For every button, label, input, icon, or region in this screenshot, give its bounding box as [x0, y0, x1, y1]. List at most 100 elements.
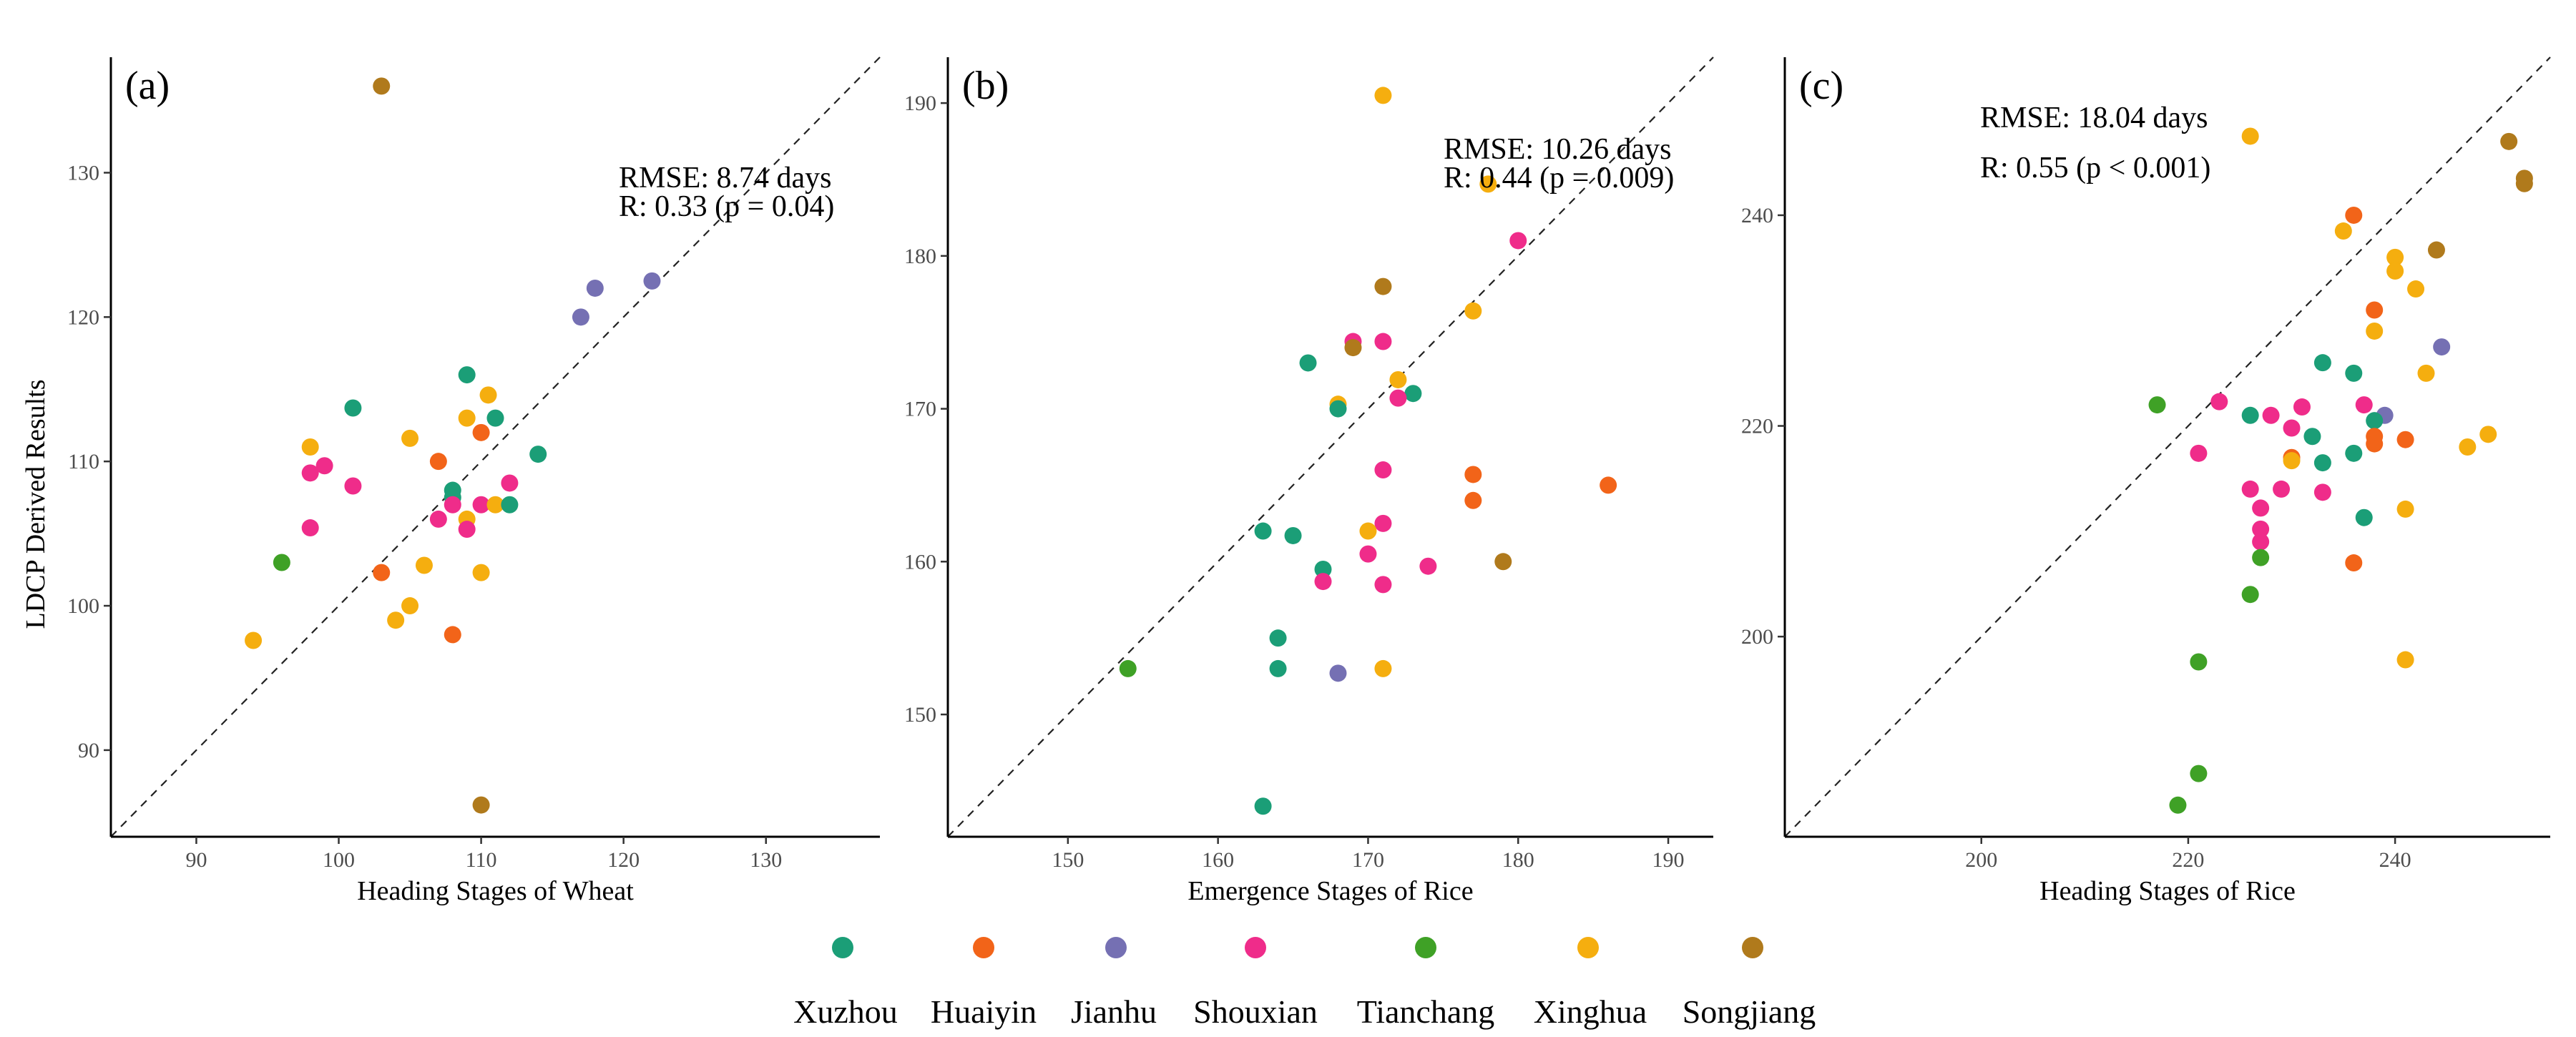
data-point-xinghua: [479, 386, 497, 404]
x-tick-label: 160: [1202, 848, 1234, 872]
reference-line: [110, 56, 881, 837]
data-point-xinghua: [2479, 426, 2497, 443]
data-point-xinghua: [1464, 302, 1482, 320]
data-point-xinghua: [2417, 364, 2435, 382]
data-point-xinghua: [1389, 370, 1407, 388]
y-tick-label: 180: [904, 245, 936, 268]
data-point-xinghua: [2396, 500, 2414, 518]
data-point-huaiyin: [429, 453, 447, 471]
data-point-huaiyin: [373, 564, 391, 581]
panel-label: (a): [125, 64, 170, 108]
data-point-songjiang: [1374, 277, 1392, 295]
legend-swatch-huaiyin: [973, 937, 994, 958]
data-point-shouxian: [2252, 499, 2270, 517]
data-point-tianchang: [273, 554, 290, 571]
data-point-huaiyin: [1600, 476, 1617, 494]
data-point-shouxian: [1374, 333, 1392, 350]
data-point-xinghua: [401, 597, 419, 615]
data-point-xuzhou: [1284, 526, 1302, 544]
data-point-xuzhou: [1269, 629, 1287, 647]
data-point-songjiang: [1494, 553, 1512, 571]
data-point-songjiang: [472, 796, 490, 814]
panel-2: 150 160 170 180 190 150 160 170 180 190 Emergence …: [904, 56, 1714, 906]
r-label: R: 0.44 (p = 0.009): [1444, 162, 1674, 195]
data-point-jianhu: [572, 308, 589, 326]
data-point-jianhu: [643, 272, 661, 290]
x-tick-label: 100: [323, 848, 355, 872]
legend-swatch-songjiang: [1742, 937, 1763, 958]
rmse-label: RMSE: 18.04 days: [1980, 102, 2208, 134]
shared-y-axis-title: LDCP Derived Results: [21, 379, 51, 629]
r-label: R: 0.55 (p < 0.001): [1980, 152, 2210, 185]
data-point-shouxian: [1374, 461, 1392, 479]
panel-label: (b): [962, 64, 1009, 108]
data-point-tianchang: [2241, 586, 2259, 604]
y-tick-label: 130: [67, 161, 99, 185]
data-point-songjiang: [2427, 241, 2445, 259]
data-point-jianhu: [1329, 664, 1347, 682]
legend-swatch-xinghua: [1577, 937, 1599, 958]
data-point-shouxian: [315, 457, 333, 475]
data-point-xinghua: [2366, 322, 2384, 340]
data-point-xinghua: [2334, 222, 2352, 240]
x-axis-title: Heading Stages of Wheat: [357, 876, 634, 906]
data-point-shouxian: [2241, 480, 2259, 498]
y-tick-label: 120: [67, 305, 99, 329]
legend: Xuzhou Huaiyin Jianhu Shouxian Tianchang Xing…: [793, 937, 1816, 1030]
data-point-songjiang: [2515, 175, 2533, 192]
legend-swatch-shouxian: [1245, 937, 1266, 958]
x-tick-label: 180: [1502, 848, 1534, 872]
data-point-shouxian: [301, 464, 319, 482]
data-point-xinghua: [387, 611, 405, 629]
data-point-shouxian: [2355, 396, 2373, 414]
data-point-shouxian: [1359, 545, 1377, 563]
legend-swatch-xuzhou: [832, 937, 853, 958]
data-point-shouxian: [2273, 480, 2291, 498]
data-point-xuzhou: [2313, 354, 2331, 372]
x-axis-title: Heading Stages of Rice: [2039, 876, 2296, 906]
data-point-xinghua: [2283, 452, 2301, 470]
y-tick-label: 110: [68, 450, 99, 473]
x-tick-label: 150: [1052, 848, 1084, 872]
data-point-xinghua: [1374, 87, 1392, 104]
rmse-label: RMSE: 10.26 days: [1444, 133, 1672, 166]
y-tick-label: 240: [1741, 204, 1773, 227]
data-point-xinghua: [2386, 248, 2404, 266]
x-tick-label: 200: [1965, 848, 1997, 872]
x-tick-label: 90: [185, 848, 207, 872]
data-point-xuzhou: [529, 446, 547, 463]
data-point-shouxian: [444, 496, 461, 513]
data-point-huaiyin: [1464, 466, 1482, 483]
panels: 90 100 110 120 130 90 100 110 120 130 Heading Stag…: [67, 56, 2551, 906]
y-tick-label: 100: [67, 594, 99, 618]
data-point-xinghua: [415, 556, 433, 574]
y-tick-label: 190: [904, 92, 936, 115]
x-tick-label: 190: [1652, 848, 1685, 872]
y-tick-label: 200: [1741, 625, 1773, 649]
y-tick-label: 90: [78, 739, 99, 762]
data-point-xuzhou: [2345, 364, 2363, 382]
data-point-tianchang: [2190, 653, 2208, 671]
legend-label-huaiyin: Huaiyin: [931, 993, 1037, 1030]
panel-3: 200 220 240 200 220 240 Heading Stages of Rice…: [1741, 56, 2551, 906]
data-point-huaiyin: [2396, 431, 2414, 448]
x-tick-label: 110: [466, 848, 497, 872]
data-point-xinghua: [245, 631, 263, 649]
data-point-xuzhou: [1314, 560, 1332, 578]
data-point-jianhu: [2433, 338, 2451, 356]
data-point-xinghua: [486, 496, 504, 513]
data-point-shouxian: [458, 521, 476, 539]
data-point-tianchang: [2190, 765, 2208, 782]
data-point-shouxian: [501, 474, 519, 492]
data-point-xuzhou: [2355, 508, 2373, 526]
data-point-shouxian: [344, 477, 362, 495]
data-point-shouxian: [2210, 393, 2228, 411]
data-point-songjiang: [373, 77, 391, 95]
data-point-xinghua: [458, 409, 476, 427]
y-tick-label: 160: [904, 550, 936, 574]
data-point-shouxian: [429, 510, 447, 528]
data-point-xinghua: [301, 438, 319, 456]
data-point-shouxian: [1374, 514, 1392, 532]
data-point-songjiang: [2500, 132, 2518, 150]
data-point-songjiang: [1344, 339, 1362, 357]
